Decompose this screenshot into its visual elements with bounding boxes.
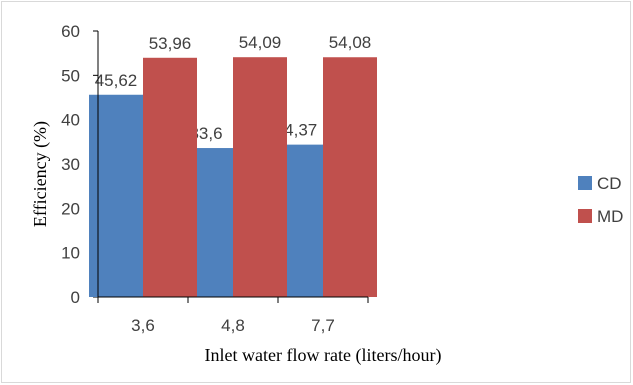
y-tick-label: 40 xyxy=(61,111,80,130)
legend: CD MD xyxy=(578,174,623,226)
x-tick-label: 3,6 xyxy=(131,316,155,335)
legend-swatch-md xyxy=(578,209,592,223)
legend-swatch-cd xyxy=(578,176,592,190)
y-tick-label: 50 xyxy=(61,66,80,85)
data-label: 54,08 xyxy=(329,33,372,52)
y-tick-label: 20 xyxy=(61,199,80,218)
legend-label-md: MD xyxy=(597,207,623,226)
bar-cd xyxy=(89,94,143,297)
x-axis-title: Inlet water flow rate (liters/hour) xyxy=(205,345,442,366)
bar-md xyxy=(143,57,197,298)
y-tick-label: 60 xyxy=(61,22,80,41)
bar-md xyxy=(323,57,377,298)
y-tick-label: 0 xyxy=(71,288,80,307)
x-tick-label: 4,8 xyxy=(221,316,245,335)
data-label: 53,96 xyxy=(149,34,192,53)
y-axis-title: Efficiency (%) xyxy=(30,121,51,227)
y-tick-label: 30 xyxy=(61,155,80,174)
data-label: 54,09 xyxy=(239,33,282,52)
legend-label-cd: CD xyxy=(597,174,622,193)
bar-md xyxy=(233,57,287,297)
y-tick-label: 10 xyxy=(61,244,80,263)
x-tick-label: 7,7 xyxy=(311,316,335,335)
data-label: 45,62 xyxy=(95,71,138,90)
data-label: 33,6 xyxy=(189,124,222,143)
